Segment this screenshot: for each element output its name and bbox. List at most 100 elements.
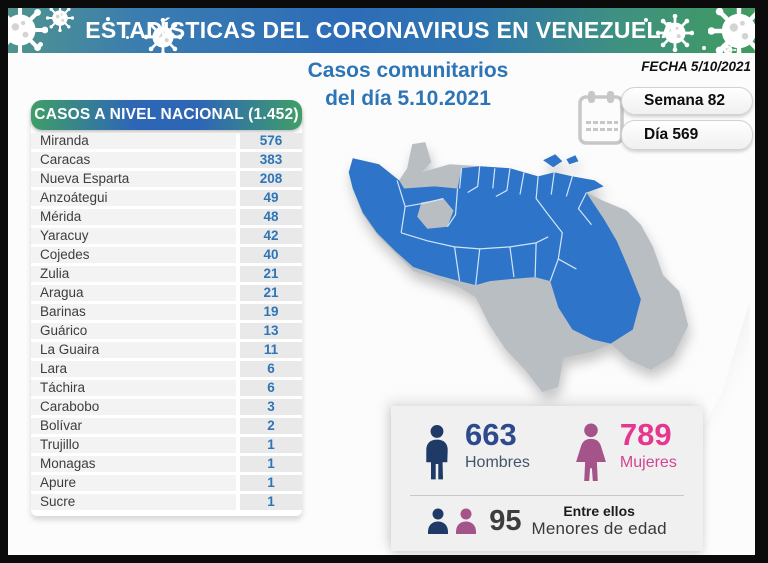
state-name: Aragua: [31, 285, 236, 301]
state-cases: 1: [240, 437, 302, 453]
state-name: Zulia: [31, 266, 236, 282]
coronavirus-icon: [46, 8, 74, 32]
state-name: Táchira: [31, 380, 236, 396]
decorative-dot: [644, 18, 648, 22]
state-cases: 42: [240, 228, 302, 244]
state-cases: 1: [240, 475, 302, 491]
table-row: Monagas 1: [31, 456, 302, 472]
table-row: Cojedes 40: [31, 247, 302, 263]
men-text: 663 Hombres: [465, 417, 530, 472]
calendar-icon: [578, 91, 624, 145]
coronavirus-icon: [720, 42, 736, 53]
state-cases: 48: [240, 209, 302, 225]
state-name: Sucre: [31, 494, 236, 510]
table-row: Zulia 21: [31, 266, 302, 282]
date-label: FECHA 5/10/2021: [641, 59, 751, 74]
men-count: 663: [465, 417, 517, 452]
map-island: [566, 155, 579, 165]
woman-icon: [575, 423, 606, 481]
gender-stats: 663 Hombres 789 Mujeres: [391, 406, 703, 484]
table-row: Lara 6: [31, 361, 302, 377]
children-icons: [428, 508, 477, 534]
table-row: Miranda 576: [31, 133, 302, 149]
table-row: Bolívar 2: [31, 418, 302, 434]
state-cases: 1: [240, 456, 302, 472]
state-name: La Guaira: [31, 342, 236, 358]
table-row: Apure 1: [31, 475, 302, 491]
cases-table: CASOS A NIVEL NACIONAL (1.452) Miranda 57…: [31, 100, 302, 516]
minors-label-line2: Menores de edad: [531, 519, 667, 538]
subtitle-line2: del día 5.10.2021: [325, 87, 491, 110]
women-label: Mujeres: [619, 454, 677, 471]
week-badge-label: Semana 82: [644, 92, 725, 109]
week-badge: Semana 82: [621, 87, 753, 115]
table-row: Carabobo 3: [31, 399, 302, 415]
table-row: Sucre 1: [31, 494, 302, 510]
women-count: 789: [619, 417, 672, 452]
state-name: Guárico: [31, 323, 236, 339]
women-stat: 789 Mujeres: [572, 417, 677, 484]
state-name: Caracas: [31, 152, 236, 168]
state-cases: 576: [240, 133, 302, 149]
demographics-panel: 663 Hombres 789 Mujeres: [391, 406, 703, 551]
decorative-dot: [126, 36, 129, 39]
day-badge-label: Día 569: [644, 126, 699, 143]
venezuela-map: [348, 142, 689, 392]
divider: [409, 495, 685, 496]
state-name: Monagas: [31, 456, 236, 472]
state-cases: 40: [240, 247, 302, 263]
state-name: Bolívar: [31, 418, 236, 434]
men-label: Hombres: [465, 454, 530, 471]
state-name: Apure: [31, 475, 236, 491]
infographic-canvas: ESTADÍSTICAS DEL CORONAVIRUS EN VENEZUEL…: [8, 8, 755, 555]
table-row: Guárico 13: [31, 323, 302, 339]
state-cases: 19: [240, 304, 302, 320]
minors-label: Entre ellos Menores de edad: [531, 503, 666, 539]
state-name: Nueva Esparta: [31, 171, 236, 187]
state-name: Cojedes: [31, 247, 236, 263]
header-title: ESTADÍSTICAS DEL CORONAVIRUS EN VENEZUEL…: [85, 17, 678, 43]
table-row: Yaracuy 42: [31, 228, 302, 244]
table-row: Trujillo 1: [31, 437, 302, 453]
cases-table-header: CASOS A NIVEL NACIONAL (1.452): [31, 100, 302, 130]
decorative-dot: [38, 42, 43, 47]
minors-label-line1: Entre ellos: [563, 503, 635, 519]
table-row: Anzoátegui 49: [31, 190, 302, 206]
state-cases: 6: [240, 380, 302, 396]
state-name: Carabobo: [31, 399, 236, 415]
table-row: Aragua 21: [31, 285, 302, 301]
state-name: Mérida: [31, 209, 236, 225]
man-icon: [426, 425, 448, 480]
state-cases: 11: [240, 342, 302, 358]
decorative-dot: [106, 17, 110, 21]
table-row: Caracas 383: [31, 152, 302, 168]
state-cases: 13: [240, 323, 302, 339]
state-cases: 49: [240, 190, 302, 206]
state-cases: 1: [240, 494, 302, 510]
minors-stat: 95 Entre ellos Menores de edad: [391, 496, 703, 539]
state-name: Yaracuy: [31, 228, 236, 244]
page-subtitle: Casos comunitarios del día 5.10.2021: [248, 57, 568, 113]
decorative-dot: [702, 46, 706, 50]
state-cases: 2: [240, 418, 302, 434]
subtitle-line1: Casos comunitarios: [307, 59, 509, 82]
map-state-borders: [396, 166, 592, 286]
state-name: Lara: [31, 361, 236, 377]
table-row: Mérida 48: [31, 209, 302, 225]
state-cases: 208: [240, 171, 302, 187]
state-name: Trujillo: [31, 437, 236, 453]
table-row: Táchira 6: [31, 380, 302, 396]
table-row: Barinas 19: [31, 304, 302, 320]
map-inland-gray-state: [417, 198, 454, 229]
women-text: 789 Mujeres: [619, 417, 677, 472]
minors-count: 95: [489, 504, 522, 537]
table-row: La Guaira 11: [31, 342, 302, 358]
day-badge: Día 569: [621, 120, 753, 150]
map-island: [543, 154, 563, 168]
state-cases: 21: [240, 285, 302, 301]
state-name: Anzoátegui: [31, 190, 236, 206]
header-banner: ESTADÍSTICAS DEL CORONAVIRUS EN VENEZUEL…: [8, 8, 755, 53]
state-cases: 6: [240, 361, 302, 377]
cases-table-body: Miranda 576 Caracas 383 Nueva Esparta 208 A…: [31, 133, 302, 510]
